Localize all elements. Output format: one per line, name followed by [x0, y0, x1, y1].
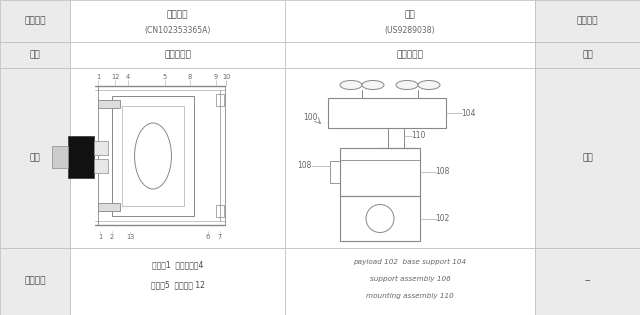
Text: 12: 12 — [111, 74, 119, 80]
Text: 108: 108 — [298, 162, 312, 170]
Text: 8: 8 — [188, 74, 192, 80]
FancyBboxPatch shape — [535, 68, 640, 248]
Bar — [94, 159, 108, 173]
Text: 1: 1 — [98, 234, 102, 240]
FancyBboxPatch shape — [285, 68, 535, 248]
Bar — [98, 203, 120, 211]
Text: 對比文件: 對比文件 — [167, 10, 188, 20]
Text: (CN102353365A): (CN102353365A) — [144, 26, 211, 36]
Bar — [68, 136, 94, 178]
FancyBboxPatch shape — [70, 42, 285, 68]
FancyBboxPatch shape — [535, 0, 640, 42]
Text: 攝像機1  攝像機機座4: 攝像機1 攝像機機座4 — [152, 261, 203, 270]
FancyBboxPatch shape — [70, 248, 285, 315]
Bar — [94, 141, 108, 155]
Text: 元件名稱: 元件名稱 — [24, 277, 45, 285]
Text: 涉案專利: 涉案專利 — [24, 16, 45, 26]
Bar — [98, 100, 120, 108]
Text: 比對結果: 比對結果 — [577, 16, 598, 26]
Text: 4: 4 — [126, 74, 130, 80]
Ellipse shape — [362, 81, 384, 89]
Text: 13: 13 — [126, 234, 134, 240]
Bar — [328, 98, 446, 128]
Ellipse shape — [340, 81, 362, 89]
FancyBboxPatch shape — [535, 42, 640, 68]
Text: 110: 110 — [411, 131, 425, 140]
Bar — [216, 205, 224, 217]
FancyBboxPatch shape — [285, 0, 535, 42]
Bar — [330, 161, 340, 183]
Text: 相同: 相同 — [582, 50, 593, 60]
Text: 5: 5 — [163, 74, 167, 80]
Bar — [340, 148, 420, 196]
Text: 無人機臺座: 無人機臺座 — [397, 50, 424, 60]
FancyBboxPatch shape — [70, 0, 285, 42]
Text: 無人機臺座: 無人機臺座 — [164, 50, 191, 60]
Text: 6: 6 — [206, 234, 210, 240]
Bar — [112, 96, 194, 216]
FancyBboxPatch shape — [0, 42, 70, 68]
Text: 附圖: 附圖 — [29, 153, 40, 163]
Text: payload 102  base support 104: payload 102 base support 104 — [353, 259, 467, 265]
Text: 本案: 本案 — [404, 10, 415, 20]
Text: 領域: 領域 — [29, 50, 40, 60]
FancyBboxPatch shape — [285, 248, 535, 315]
Text: mounting assembly 110: mounting assembly 110 — [366, 293, 454, 299]
Text: 108: 108 — [435, 168, 449, 176]
Bar — [340, 196, 420, 241]
Text: 104: 104 — [461, 108, 476, 117]
Text: 相近: 相近 — [582, 153, 593, 163]
Text: 合臺架5  攝像機托 12: 合臺架5 攝像機托 12 — [150, 280, 204, 289]
FancyBboxPatch shape — [0, 0, 70, 42]
Ellipse shape — [396, 81, 418, 89]
Bar — [122, 106, 184, 206]
Text: 9: 9 — [214, 74, 218, 80]
FancyBboxPatch shape — [70, 68, 285, 248]
Text: 7: 7 — [218, 234, 222, 240]
Text: support assembly 106: support assembly 106 — [370, 276, 451, 282]
FancyBboxPatch shape — [0, 248, 70, 315]
FancyBboxPatch shape — [285, 42, 535, 68]
Text: 2: 2 — [110, 234, 114, 240]
Text: 1: 1 — [96, 74, 100, 80]
Text: --: -- — [584, 277, 591, 285]
Text: (US9289038): (US9289038) — [385, 26, 435, 36]
Text: 102: 102 — [435, 214, 449, 223]
Bar — [216, 94, 224, 106]
FancyBboxPatch shape — [0, 68, 70, 248]
Text: 100: 100 — [303, 113, 317, 123]
FancyBboxPatch shape — [535, 248, 640, 315]
Bar — [52, 146, 68, 168]
Text: 10: 10 — [222, 74, 230, 80]
Ellipse shape — [418, 81, 440, 89]
